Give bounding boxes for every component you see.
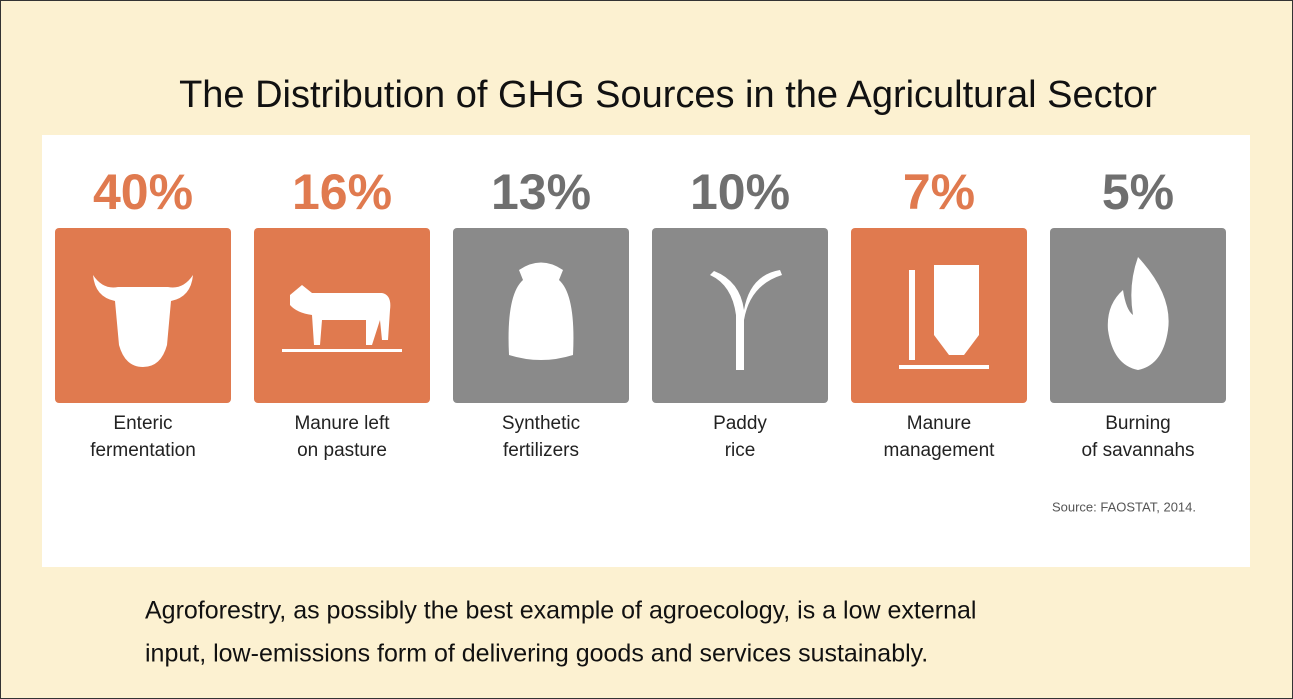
- item-label: Burning: [1105, 413, 1171, 434]
- icon: [508, 262, 574, 360]
- item-label: of savannahs: [1081, 440, 1194, 461]
- percent-label: 10%: [690, 164, 790, 220]
- percent-label: 5%: [1102, 164, 1174, 220]
- item-label: fertilizers: [503, 440, 579, 461]
- source: Source: FAOSTAT, 2014.: [1052, 499, 1196, 514]
- icon: [93, 275, 193, 367]
- item-label: Enteric: [113, 413, 172, 434]
- percent-label: 7%: [903, 164, 975, 220]
- item-label: rice: [725, 440, 756, 461]
- icon: [282, 285, 402, 352]
- item-label: fermentation: [90, 440, 196, 461]
- percent-label: 40%: [93, 164, 193, 220]
- item-label: management: [884, 440, 996, 461]
- caption-line: input, low-emissions form of delivering …: [145, 640, 928, 668]
- percent-label: 16%: [292, 164, 392, 220]
- caption-line: Agroforestry, as possibly the best examp…: [145, 597, 976, 625]
- item-label: Manure: [907, 413, 971, 434]
- icon: [1107, 257, 1169, 370]
- panel: [42, 135, 1250, 567]
- item-label: Manure left: [294, 413, 390, 434]
- item-label: on pasture: [297, 440, 387, 461]
- item-label: Synthetic: [502, 413, 580, 434]
- icon: [899, 265, 989, 369]
- title: The Distribution of GHG Sources in the A…: [179, 74, 1157, 116]
- percent-label: 13%: [491, 164, 591, 220]
- item-label: Paddy: [713, 413, 767, 434]
